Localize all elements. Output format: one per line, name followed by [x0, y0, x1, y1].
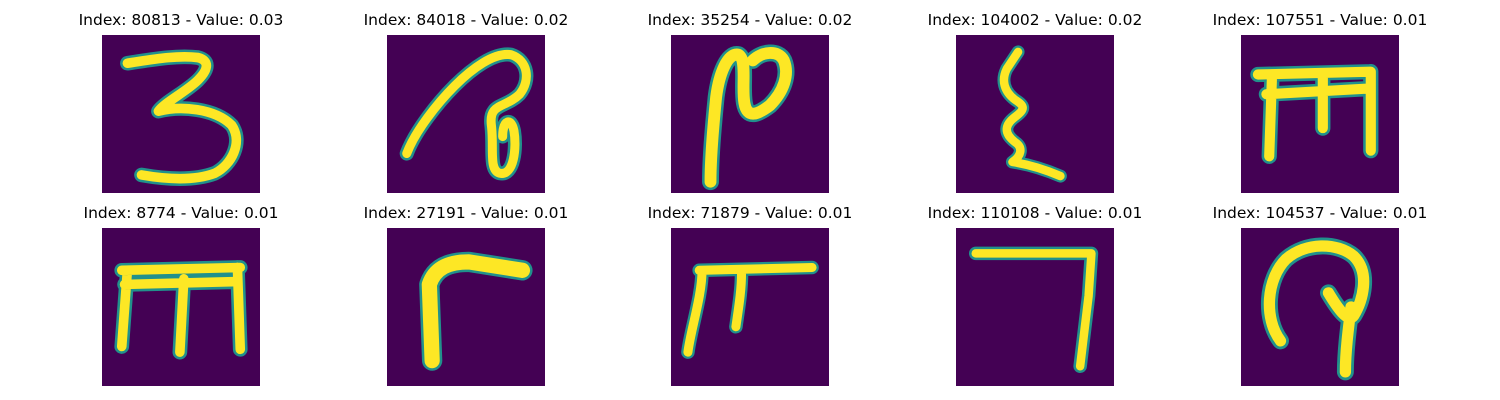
panel-6: Index: 8774 - Value: 0.01: [84, 204, 278, 386]
panel-9: Index: 110108 - Value: 0.01: [928, 204, 1142, 386]
glyph-image: [102, 228, 260, 386]
panel-3: Index: 35254 - Value: 0.02: [648, 11, 852, 193]
glyph-image: [102, 35, 260, 193]
panel-title: Index: 104002 - Value: 0.02: [927, 11, 1143, 29]
panel-10: Index: 104537 - Value: 0.01: [1213, 204, 1427, 386]
glyph-image: [387, 35, 545, 193]
panel-4: Index: 104002 - Value: 0.02: [928, 11, 1142, 193]
panel-title: Index: 71879 - Value: 0.01: [647, 204, 853, 222]
glyph-image: [956, 228, 1114, 386]
panel-2: Index: 84018 - Value: 0.02: [364, 11, 568, 193]
panel-title: Index: 35254 - Value: 0.02: [647, 11, 853, 29]
panel-title: Index: 84018 - Value: 0.02: [363, 11, 569, 29]
glyph-image: [1241, 228, 1399, 386]
glyph-image: [1241, 35, 1399, 193]
glyph-image: [387, 228, 545, 386]
panel-1: Index: 80813 - Value: 0.03: [79, 11, 283, 193]
panel-title: Index: 80813 - Value: 0.03: [78, 11, 284, 29]
panel-title: Index: 110108 - Value: 0.01: [927, 204, 1143, 222]
panel-8: Index: 71879 - Value: 0.01: [648, 204, 852, 386]
panel-5: Index: 107551 - Value: 0.01: [1213, 11, 1427, 193]
panel-7: Index: 27191 - Value: 0.01: [364, 204, 568, 386]
glyph-image: [956, 35, 1114, 193]
glyph-image: [671, 228, 829, 386]
panel-title: Index: 8774 - Value: 0.01: [83, 204, 279, 222]
glyph-image: [671, 35, 829, 193]
panel-title: Index: 107551 - Value: 0.01: [1212, 11, 1428, 29]
panel-title: Index: 104537 - Value: 0.01: [1212, 204, 1428, 222]
panel-title: Index: 27191 - Value: 0.01: [363, 204, 569, 222]
